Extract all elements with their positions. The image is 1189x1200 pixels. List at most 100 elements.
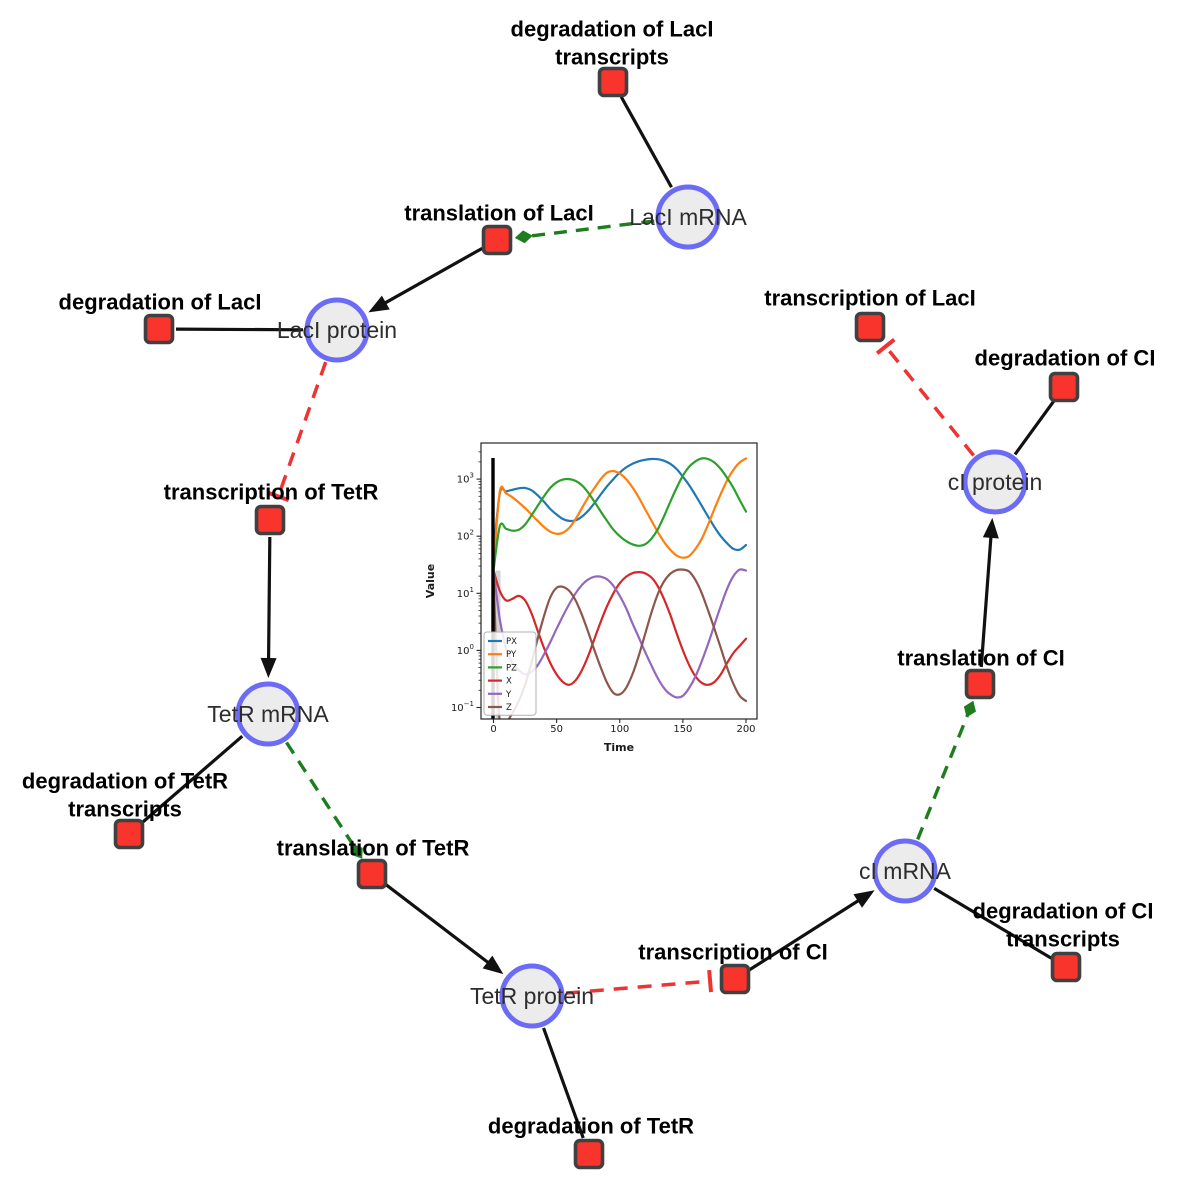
reaction-node-transl-laci <box>481 224 513 256</box>
legend-label-PX: PX <box>506 637 517 647</box>
reaction-node-deg-tetr <box>573 1138 605 1170</box>
reaction-node-txn-laci <box>854 311 886 343</box>
reaction-node-deg-ci <box>1048 371 1080 403</box>
reaction-node-transl-ci <box>964 668 996 700</box>
reaction-node-deg-tetr-tx <box>113 818 145 850</box>
species-label-ci-protein: cI protein <box>948 469 1043 495</box>
y-tick-base: 10 <box>457 589 470 600</box>
series-PY-line <box>492 457 748 568</box>
reaction-node-deg-laci-tx <box>597 66 629 98</box>
edge-modifier-ci-mrna-to-transl-ci <box>916 714 969 841</box>
reaction-label-deg-ci: degradation of CI <box>975 346 1156 371</box>
inhibition-tee-icon <box>267 490 290 502</box>
reaction-label-deg-laci: degradation of LacI <box>59 290 262 315</box>
series-PZ-line <box>492 457 748 572</box>
edges-layer <box>140 96 1056 1139</box>
x-axis-title: Time <box>604 741 634 754</box>
species-node-laci-protein <box>304 297 370 363</box>
y-tick-base: 10 <box>451 703 464 714</box>
reaction-node-txn-tetr <box>254 504 286 536</box>
edge-product-transl-tetr-to-tetr-protein <box>384 883 495 969</box>
legend-label-Y: Y <box>505 690 512 700</box>
reaction-label-deg-ci-tx: degradation of CI <box>973 899 1154 924</box>
reaction-node-deg-ci-tx <box>1050 951 1082 983</box>
edge-reactant-ci-mrna-to-deg-ci-tx <box>933 887 1053 960</box>
x-tick-label: 0 <box>490 724 496 735</box>
species-node-laci-mrna <box>655 184 721 250</box>
reaction-node-transl-tetr <box>356 858 388 890</box>
edge-product-transl-laci-to-laci-protein <box>378 246 483 308</box>
edge-product-transl-ci-to-ci-protein <box>979 529 994 668</box>
catalysis-diamond-icon <box>514 230 533 244</box>
series-X-line <box>492 569 748 686</box>
species-node-ci-protein <box>962 449 1028 515</box>
edge-inhibitor-laci-protein-to-txn-tetr <box>276 361 328 498</box>
y-tick-exponent: 3 <box>470 472 474 480</box>
edge-modifier-tetr-mrna-to-transl-tetr <box>285 741 355 847</box>
labels-layer: LacI mRNA LacI protein TetR mRNA TetR prote… <box>22 17 1156 1139</box>
y-tick-exponent: 0 <box>470 643 474 651</box>
arrowhead-icon <box>853 890 875 908</box>
reaction-node-txn-ci <box>719 963 751 995</box>
arrowhead-icon <box>482 955 504 975</box>
edge-reactant-tetr-mrna-to-deg-tetr-tx <box>140 735 244 825</box>
x-tick-label: 200 <box>736 724 755 735</box>
edge-reactant-laci-mrna-to-deg-laci-tx <box>619 96 673 189</box>
arrowhead-icon <box>368 295 390 313</box>
catalysis-diamond-icon <box>351 843 363 859</box>
edge-reactant-ci-protein-to-deg-ci <box>1013 399 1056 456</box>
y-tick-base: 10 <box>457 475 470 486</box>
y-tick-label: 103 <box>457 472 474 486</box>
axes-frame <box>480 442 758 720</box>
species-label-laci-mrna: LacI mRNA <box>629 204 747 230</box>
y-tick-exponent: 1 <box>470 586 474 594</box>
legend-label-PY: PY <box>506 650 517 660</box>
legend-label-X: X <box>506 677 512 687</box>
edge-reactant-laci-protein-to-deg-laci <box>175 327 304 332</box>
reaction-label-deg-tetr-tx: transcripts <box>68 797 182 822</box>
reaction-node-deg-laci <box>143 313 175 345</box>
y-tick-exponent: −1 <box>464 700 474 708</box>
species-label-tetr-protein: TetR protein <box>470 983 594 1009</box>
legend-label-Z: Z <box>506 703 512 713</box>
edge-inhibitor-tetr-protein-to-txn-ci <box>565 979 711 995</box>
reaction-label-deg-tetr-tx: degradation of TetR <box>22 769 228 794</box>
y-tick-base: 10 <box>457 532 470 543</box>
inset-chart: 0 50 100 150 20010−1100101102103TimeValuePXP… <box>424 428 777 770</box>
species-label-ci-mrna: cI mRNA <box>859 858 952 884</box>
legend-label-PZ: PZ <box>506 663 517 673</box>
x-tick-label: 150 <box>673 724 692 735</box>
species-label-tetr-mrna: TetR mRNA <box>207 701 329 727</box>
nodes-layer <box>113 66 1082 1170</box>
reaction-label-deg-laci-tx: transcripts <box>555 45 669 70</box>
reaction-label-txn-ci: transcription of CI <box>638 940 827 965</box>
edge-reactant-tetr-protein-to-deg-tetr <box>542 1027 585 1139</box>
inhibition-tee-icon <box>875 337 896 355</box>
species-node-tetr-protein <box>499 963 565 1029</box>
x-tick-label: 50 <box>550 724 563 735</box>
species-node-ci-mrna <box>872 838 938 904</box>
catalysis-diamond-icon <box>963 700 976 718</box>
y-tick-label: 101 <box>457 586 474 600</box>
species-node-tetr-mrna <box>235 681 301 747</box>
reaction-label-deg-tetr: degradation of TetR <box>488 1114 694 1139</box>
edge-product-txn-ci-to-ci-mrna <box>748 895 866 972</box>
edge-product-txn-tetr-to-tetr-mrna <box>266 536 272 667</box>
reaction-label-deg-ci-tx: transcripts <box>1006 927 1120 952</box>
reaction-label-deg-laci-tx: degradation of LacI <box>511 17 714 42</box>
y-tick-label: 102 <box>457 529 474 543</box>
arrowhead-icon <box>260 657 277 679</box>
reaction-label-transl-tetr: translation of TetR <box>277 836 470 861</box>
edge-inhibitor-ci-protein-to-txn-laci <box>884 345 976 457</box>
y-tick-label: 10−1 <box>451 700 474 714</box>
x-tick-label: 100 <box>610 724 629 735</box>
reaction-label-txn-tetr: transcription of TetR <box>164 480 379 505</box>
species-label-laci-protein: LacI protein <box>277 317 397 343</box>
y-axis-title: Value <box>424 564 437 598</box>
y-tick-exponent: 2 <box>470 529 474 537</box>
reaction-label-transl-ci: translation of CI <box>897 646 1064 671</box>
y-tick-base: 10 <box>457 646 470 657</box>
reaction-label-txn-laci: transcription of LacI <box>764 286 975 311</box>
